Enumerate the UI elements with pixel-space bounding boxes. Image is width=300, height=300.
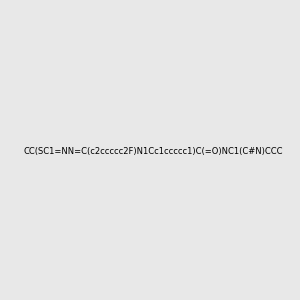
Text: CC(SC1=NN=C(c2ccccc2F)N1Cc1ccccc1)C(=O)NC1(C#N)CCC: CC(SC1=NN=C(c2ccccc2F)N1Cc1ccccc1)C(=O)N… — [24, 147, 284, 156]
